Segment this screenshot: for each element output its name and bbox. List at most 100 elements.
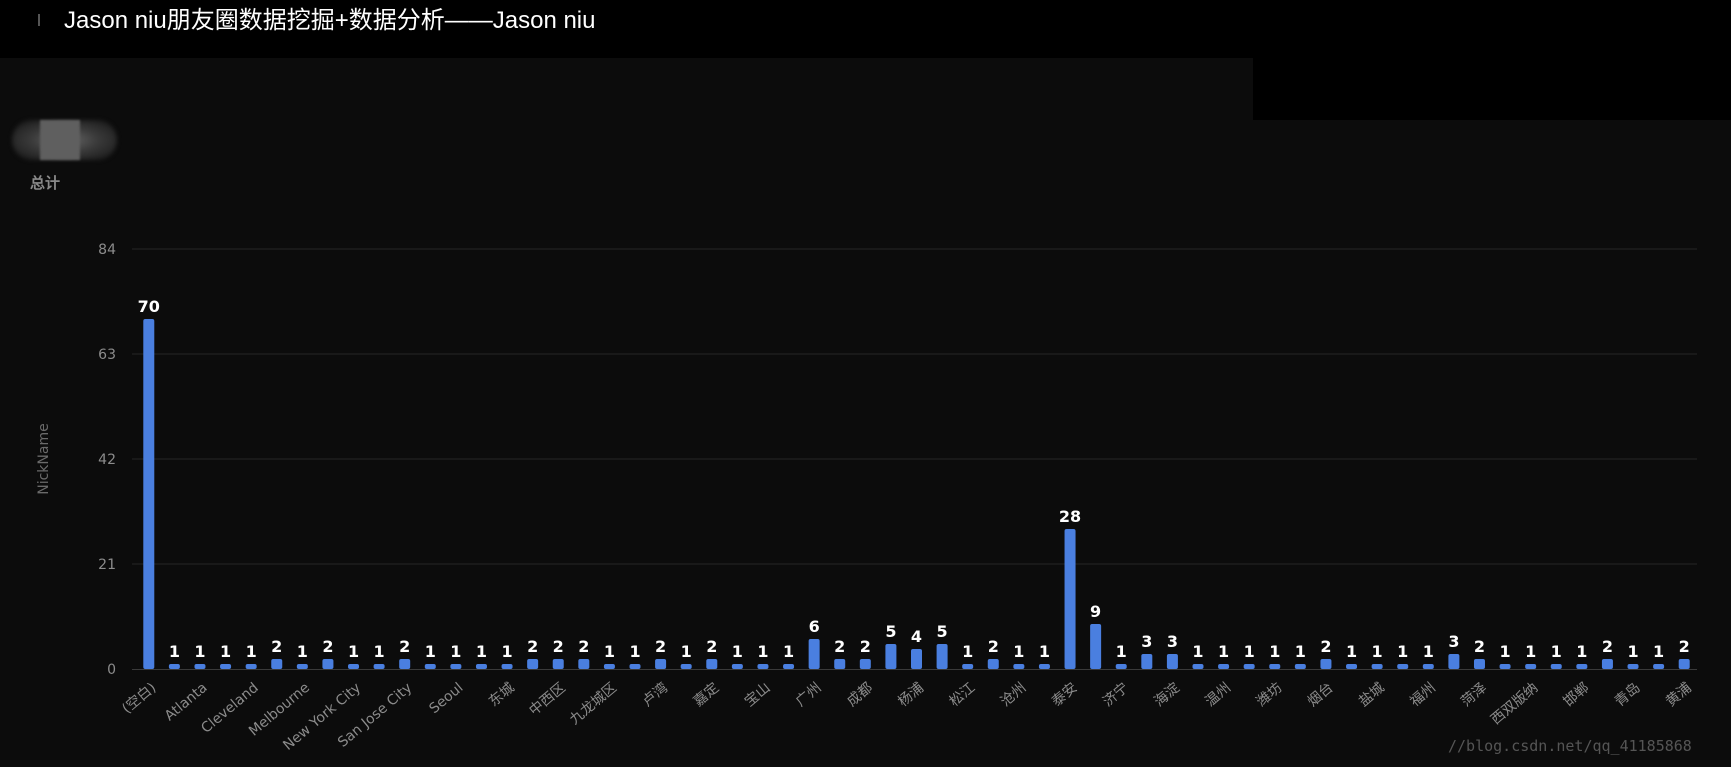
bar bbox=[552, 659, 564, 669]
bar bbox=[885, 644, 897, 669]
bar bbox=[834, 659, 846, 669]
y-tick-label: 21 bbox=[98, 557, 116, 573]
bar bbox=[168, 664, 180, 669]
bar bbox=[578, 659, 590, 669]
data-label: 1 bbox=[1346, 642, 1357, 661]
overlay-block bbox=[1253, 58, 1731, 120]
x-tick-label: (空白) bbox=[119, 680, 159, 717]
data-label: 1 bbox=[1372, 642, 1383, 661]
page-title: Jason niu朋友圈数据挖掘+数据分析——Jason niu bbox=[64, 7, 596, 34]
bar bbox=[962, 664, 974, 669]
x-tick-label: 广州 bbox=[793, 680, 825, 710]
x-tick-label: 青岛 bbox=[1612, 680, 1644, 710]
bar bbox=[271, 659, 283, 669]
x-tick-label: 宝山 bbox=[742, 680, 774, 710]
data-label: 2 bbox=[527, 637, 538, 656]
data-label: 2 bbox=[578, 637, 589, 656]
data-label: 1 bbox=[604, 642, 615, 661]
y-tick-label: 42 bbox=[98, 452, 116, 468]
bar bbox=[424, 664, 436, 669]
bar bbox=[706, 659, 718, 669]
data-label: 1 bbox=[348, 642, 359, 661]
data-label: 1 bbox=[1576, 642, 1587, 661]
data-label: 9 bbox=[1090, 602, 1101, 621]
bar bbox=[808, 639, 820, 669]
x-tick-label: 海淀 bbox=[1151, 680, 1183, 710]
bar bbox=[1294, 664, 1306, 669]
bar bbox=[1499, 664, 1511, 669]
bar bbox=[1192, 664, 1204, 669]
data-label: 1 bbox=[246, 642, 257, 661]
x-tick-label: 烟台 bbox=[1305, 680, 1337, 710]
x-tick-label: 九龙城区 bbox=[567, 680, 620, 728]
y-tick-label: 0 bbox=[107, 662, 116, 678]
data-label: 1 bbox=[501, 642, 512, 661]
x-tick-label: 泰安 bbox=[1049, 680, 1081, 710]
bar bbox=[680, 664, 692, 669]
bar bbox=[143, 319, 155, 669]
bar bbox=[1090, 624, 1102, 669]
bar bbox=[783, 664, 795, 669]
x-tick-label: 菏泽 bbox=[1458, 680, 1490, 710]
bar bbox=[296, 664, 308, 669]
bar bbox=[859, 659, 871, 669]
bar bbox=[322, 659, 334, 669]
bar bbox=[1473, 659, 1485, 669]
bar bbox=[629, 664, 641, 669]
bar bbox=[1320, 659, 1332, 669]
bar bbox=[1576, 664, 1588, 669]
bar bbox=[1064, 529, 1076, 669]
data-label: 6 bbox=[809, 617, 820, 636]
data-label: 2 bbox=[1320, 637, 1331, 656]
bar bbox=[1218, 664, 1230, 669]
data-label: 1 bbox=[450, 642, 461, 661]
bar bbox=[1115, 664, 1127, 669]
data-label: 1 bbox=[1295, 642, 1306, 661]
data-label: 70 bbox=[138, 297, 160, 316]
bar bbox=[911, 649, 922, 669]
bar bbox=[194, 664, 206, 669]
x-tick-label: 松江 bbox=[947, 680, 979, 710]
bar bbox=[987, 659, 999, 669]
data-label: 1 bbox=[169, 642, 180, 661]
x-tick-label: 盐城 bbox=[1356, 680, 1388, 710]
bar bbox=[1550, 664, 1562, 669]
data-label: 2 bbox=[655, 637, 666, 656]
x-tick-label: 嘉定 bbox=[691, 680, 723, 710]
data-label: 2 bbox=[271, 637, 282, 656]
data-label: 1 bbox=[681, 642, 692, 661]
data-label: 5 bbox=[937, 622, 948, 641]
y-tick-label: 84 bbox=[98, 242, 116, 258]
x-tick-label: 杨浦 bbox=[895, 680, 927, 710]
data-label: 1 bbox=[1525, 642, 1536, 661]
data-label: 1 bbox=[297, 642, 308, 661]
bar bbox=[757, 664, 769, 669]
data-label: 1 bbox=[783, 642, 794, 661]
bar bbox=[1601, 659, 1613, 669]
bar bbox=[348, 664, 360, 669]
data-label: 3 bbox=[1167, 632, 1178, 651]
data-label: 2 bbox=[553, 637, 564, 656]
data-label: 1 bbox=[194, 642, 205, 661]
data-label: 2 bbox=[1679, 637, 1690, 656]
bar bbox=[1141, 654, 1153, 669]
bar bbox=[1013, 664, 1025, 669]
data-label: 1 bbox=[1244, 642, 1255, 661]
data-label: 4 bbox=[911, 627, 922, 646]
x-tick-label: 温州 bbox=[1202, 680, 1234, 710]
data-label: 1 bbox=[374, 642, 385, 661]
data-label: 1 bbox=[1500, 642, 1511, 661]
x-tick-label: 中西区 bbox=[526, 680, 568, 719]
x-tick-label: 潍坊 bbox=[1254, 680, 1286, 710]
data-label: 2 bbox=[322, 637, 333, 656]
data-label: 1 bbox=[732, 642, 743, 661]
bar bbox=[1422, 664, 1434, 669]
bar bbox=[1166, 654, 1178, 669]
value-labels: 701 1 1 1 2 1 2 1 1 2 1 1 1 1 2 2 2 1 1 2 1 2 1 1 162 25 4 51 2 1 1289… bbox=[138, 297, 1690, 661]
data-label: 1 bbox=[1116, 642, 1127, 661]
bar bbox=[936, 644, 948, 669]
data-label: 1 bbox=[1013, 642, 1024, 661]
data-label: 5 bbox=[885, 622, 896, 641]
bar bbox=[450, 664, 462, 669]
